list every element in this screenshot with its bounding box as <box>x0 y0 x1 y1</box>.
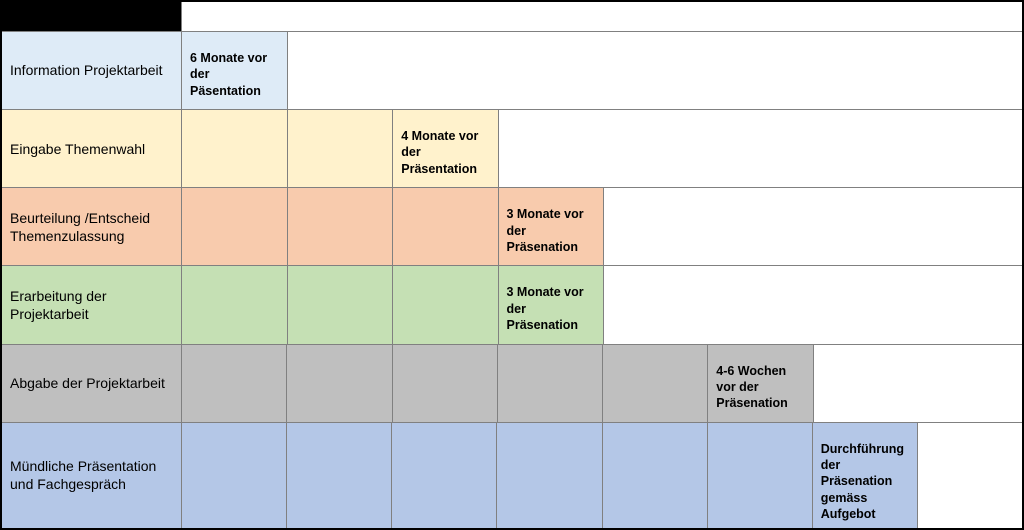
row-label: Information Projektarbeit <box>2 32 182 109</box>
gantt-cell <box>498 32 603 109</box>
gantt-row-abgabe: Abgabe der Projektarbeit 4-6 Wochen vor d… <box>2 345 1022 423</box>
gantt-cell <box>393 32 498 109</box>
gantt-cell <box>182 110 288 187</box>
gantt-cell <box>182 345 287 422</box>
gantt-cell <box>709 188 814 265</box>
gantt-cell <box>604 188 709 265</box>
timing-label: 3 Monate vor der Präsenation <box>499 266 605 343</box>
gantt-cell <box>917 110 1022 187</box>
gantt-cell <box>707 32 812 109</box>
gantt-cell <box>918 188 1023 265</box>
gantt-cell <box>604 110 709 187</box>
gantt-cell <box>813 266 918 343</box>
row-label: Mündliche Präsentation und Fachgespräch <box>2 423 182 528</box>
gantt-cell <box>288 188 394 265</box>
gantt-row-muendlich: Mündliche Präsentation und Fachgespräch D… <box>2 423 1022 528</box>
gantt-chart: Information Projektarbeit6 Monate vor de… <box>0 0 1024 530</box>
gantt-cell <box>182 188 288 265</box>
timing-label: 4-6 Wochen vor der Präsenation <box>708 345 813 422</box>
gantt-cell <box>812 32 917 109</box>
gantt-cell <box>603 345 708 422</box>
gantt-cell <box>393 188 499 265</box>
gantt-row-header <box>2 2 1022 32</box>
gantt-cell <box>287 423 392 528</box>
gantt-cell <box>287 345 392 422</box>
gantt-cell <box>499 110 604 187</box>
timing-label: 3 Monate vor der Präsenation <box>499 188 605 265</box>
gantt-cell <box>182 423 287 528</box>
gantt-cell <box>917 32 1022 109</box>
row-label: Beurteilung /Entscheid Themenzulassung <box>2 188 182 265</box>
gantt-cell <box>182 266 288 343</box>
gantt-cell <box>708 423 813 528</box>
gantt-cell <box>392 423 497 528</box>
gantt-cell <box>497 423 602 528</box>
row-label <box>2 2 182 31</box>
gantt-cell <box>918 423 1022 528</box>
gantt-cell <box>814 345 918 422</box>
row-label: Eingabe Themenwahl <box>2 110 182 187</box>
row-label: Erarbeitung der Projektarbeit <box>2 266 182 343</box>
gantt-cell <box>288 266 394 343</box>
gantt-cell <box>604 266 709 343</box>
gantt-cell <box>498 345 603 422</box>
gantt-cell <box>288 110 394 187</box>
gantt-cell <box>918 266 1023 343</box>
gantt-row-eingabe: Eingabe Themenwahl 4 Monate vor der Präse… <box>2 110 1022 188</box>
timing-label: 6 Monate vor der Päsentation <box>182 32 288 109</box>
gantt-cell <box>709 266 814 343</box>
gantt-cell <box>393 266 499 343</box>
timing-label: Durchführung der Präsenation gemäss Aufg… <box>813 423 918 528</box>
gantt-row-beurteilung: Beurteilung /Entscheid Themenzulassung 3 … <box>2 188 1022 266</box>
gantt-row-erarbeitung: Erarbeitung der Projektarbeit 3 Monate vo… <box>2 266 1022 344</box>
timing-label: 4 Monate vor der Präsentation <box>393 110 499 187</box>
gantt-cell <box>708 110 813 187</box>
gantt-cell <box>918 345 1022 422</box>
gantt-cell <box>813 110 918 187</box>
gantt-cell <box>603 32 708 109</box>
row-label: Abgabe der Projektarbeit <box>2 345 182 422</box>
gantt-cell <box>603 423 708 528</box>
gantt-cell <box>288 32 393 109</box>
gantt-row-info: Information Projektarbeit6 Monate vor de… <box>2 32 1022 110</box>
gantt-cell <box>393 345 498 422</box>
header-blank <box>182 2 1022 31</box>
gantt-cell <box>813 188 918 265</box>
